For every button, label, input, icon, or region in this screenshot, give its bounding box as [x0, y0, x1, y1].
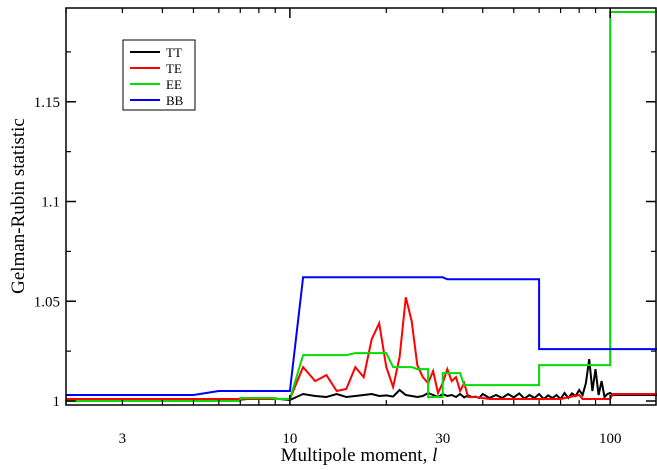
x-axis-label-text: Multipole moment, — [281, 445, 432, 465]
y-tick-label: 1.05 — [34, 294, 60, 310]
x-tick-label: 100 — [599, 431, 622, 447]
y-tick-label: 1.15 — [34, 95, 60, 111]
y-tick-label: 1 — [53, 394, 61, 410]
series-line-te — [66, 297, 657, 400]
plot-frame — [65, 7, 657, 406]
x-axis-label-variable: l — [432, 445, 437, 465]
x-axis-label: Multipole moment, l — [281, 445, 438, 465]
x-tick-label: 10 — [282, 431, 297, 447]
legend-label-bb: BB — [166, 93, 184, 108]
y-tick-label: 1.1 — [41, 195, 60, 211]
series-layer — [66, 11, 657, 402]
legend-label-ee: EE — [166, 77, 182, 92]
legend-label-tt: TT — [166, 45, 182, 60]
series-line-bb — [66, 276, 657, 396]
x-tick-label: 30 — [435, 431, 450, 447]
x-tick-label: 3 — [119, 431, 127, 447]
axis-layer: 1 1.05 1.1 1.15 3 10 30 100 — [34, 7, 657, 447]
legend-label-te: TE — [166, 61, 182, 76]
y-axis-label: Gelman-Rubin statistic — [8, 118, 29, 294]
series-line-ee — [66, 11, 657, 402]
